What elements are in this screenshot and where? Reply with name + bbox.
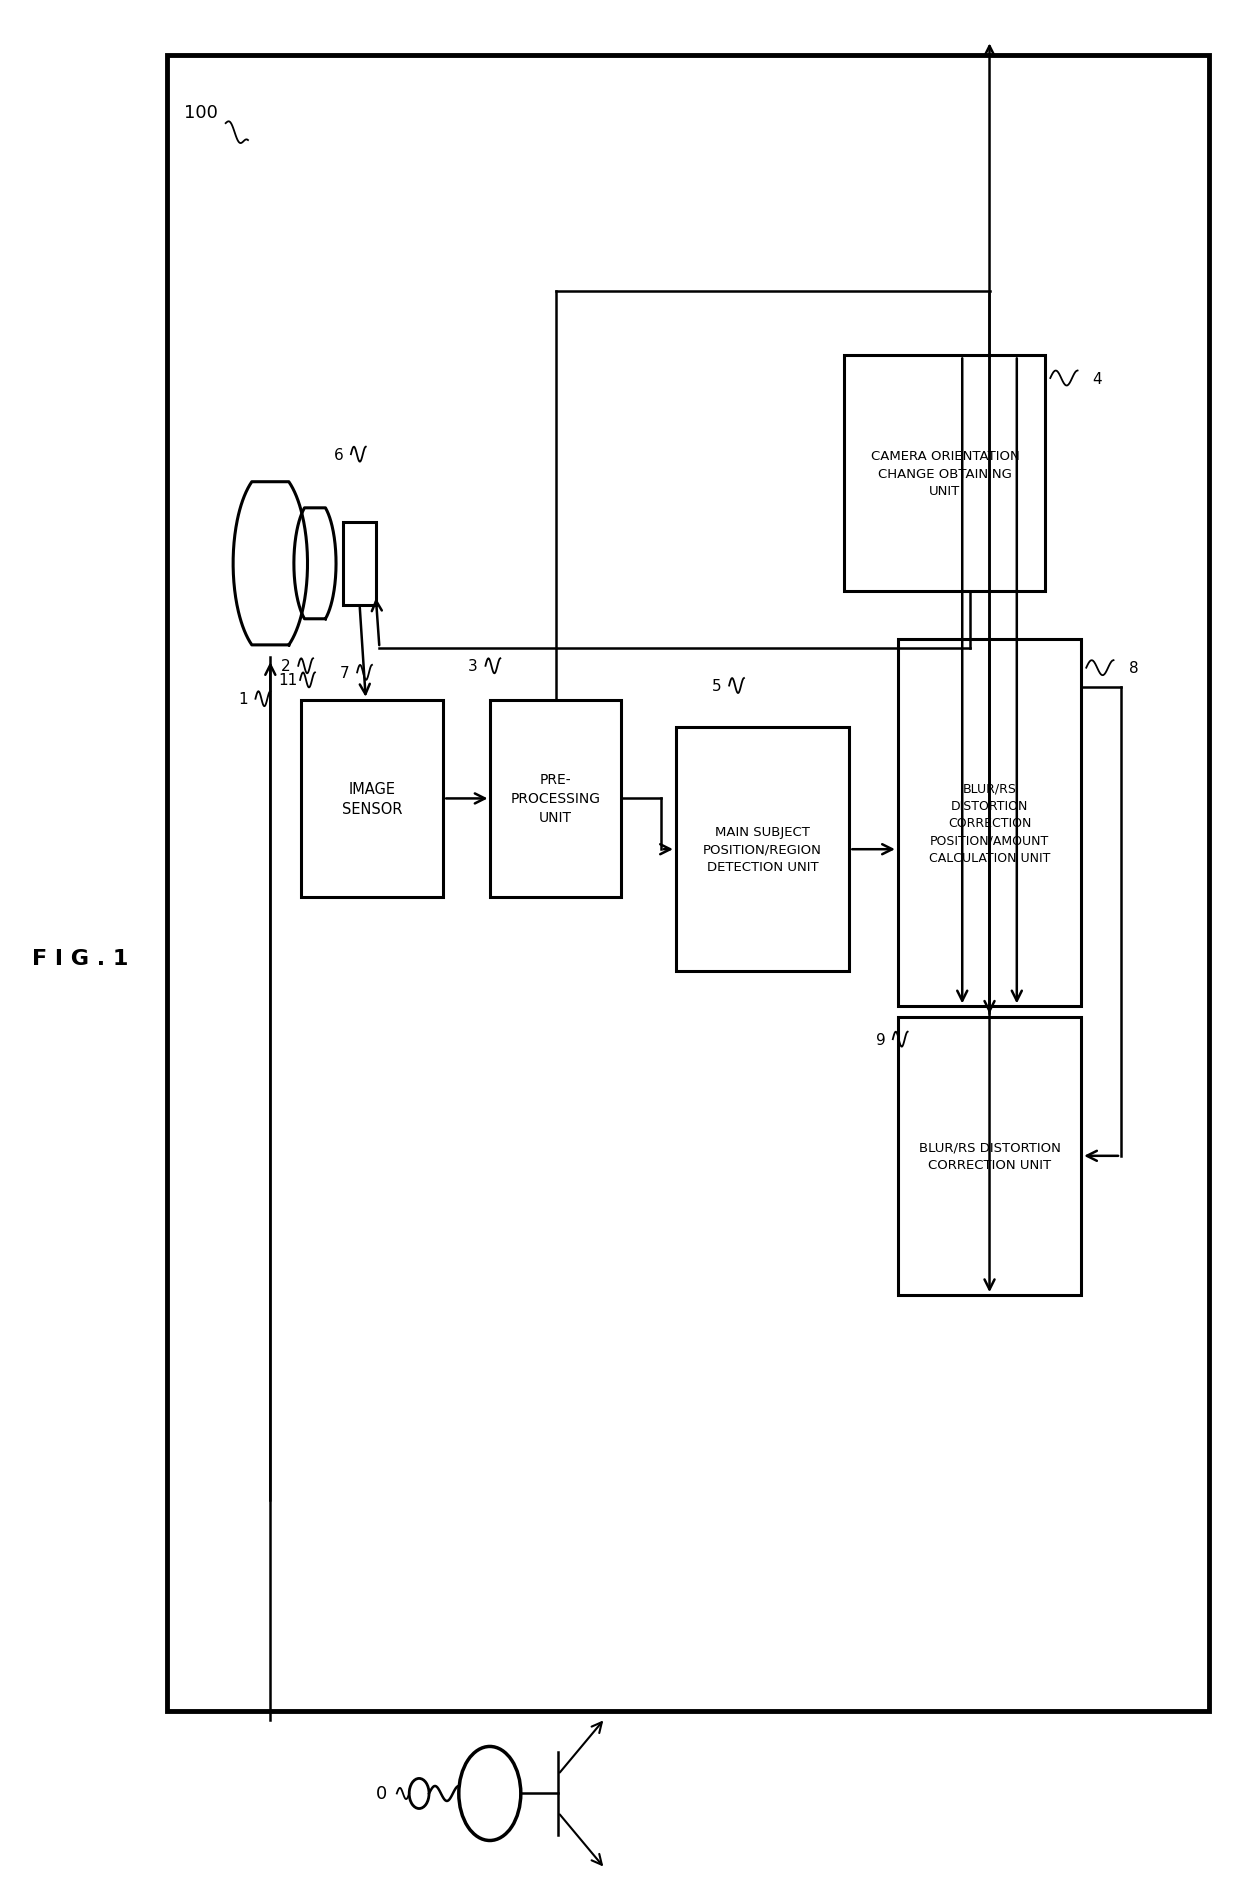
Text: 9: 9 [875, 1032, 885, 1047]
Text: 0: 0 [376, 1784, 388, 1803]
FancyBboxPatch shape [300, 701, 444, 899]
Text: 4: 4 [1092, 372, 1102, 385]
FancyBboxPatch shape [844, 357, 1045, 590]
FancyBboxPatch shape [343, 523, 376, 605]
Text: PRE-
PROCESSING
UNIT: PRE- PROCESSING UNIT [511, 773, 600, 825]
Text: IMAGE
SENSOR: IMAGE SENSOR [342, 782, 402, 816]
FancyBboxPatch shape [898, 639, 1081, 1008]
Text: F I G . 1: F I G . 1 [32, 949, 129, 968]
Text: 11: 11 [278, 673, 298, 688]
Text: 3: 3 [469, 660, 477, 673]
FancyBboxPatch shape [898, 1017, 1081, 1295]
Text: BLUR/RS DISTORTION
CORRECTION UNIT: BLUR/RS DISTORTION CORRECTION UNIT [919, 1141, 1060, 1171]
Text: 100: 100 [184, 103, 217, 122]
FancyBboxPatch shape [676, 728, 849, 972]
Text: 8: 8 [1128, 662, 1138, 675]
FancyBboxPatch shape [167, 56, 1209, 1711]
Text: 7: 7 [340, 666, 350, 681]
Text: 6: 6 [334, 447, 343, 462]
Text: 2: 2 [281, 660, 290, 673]
Text: 5: 5 [712, 679, 722, 694]
Text: 1: 1 [238, 692, 248, 707]
FancyBboxPatch shape [491, 701, 621, 899]
Text: BLUR/RS
DISTORTION
CORRECTION
POSITION/AMOUNT
CALCULATION UNIT: BLUR/RS DISTORTION CORRECTION POSITION/A… [929, 782, 1050, 865]
Text: MAIN SUBJECT
POSITION/REGION
DETECTION UNIT: MAIN SUBJECT POSITION/REGION DETECTION U… [703, 825, 822, 874]
Text: CAMERA ORIENTATION
CHANGE OBTAINING
UNIT: CAMERA ORIENTATION CHANGE OBTAINING UNIT [870, 449, 1019, 498]
